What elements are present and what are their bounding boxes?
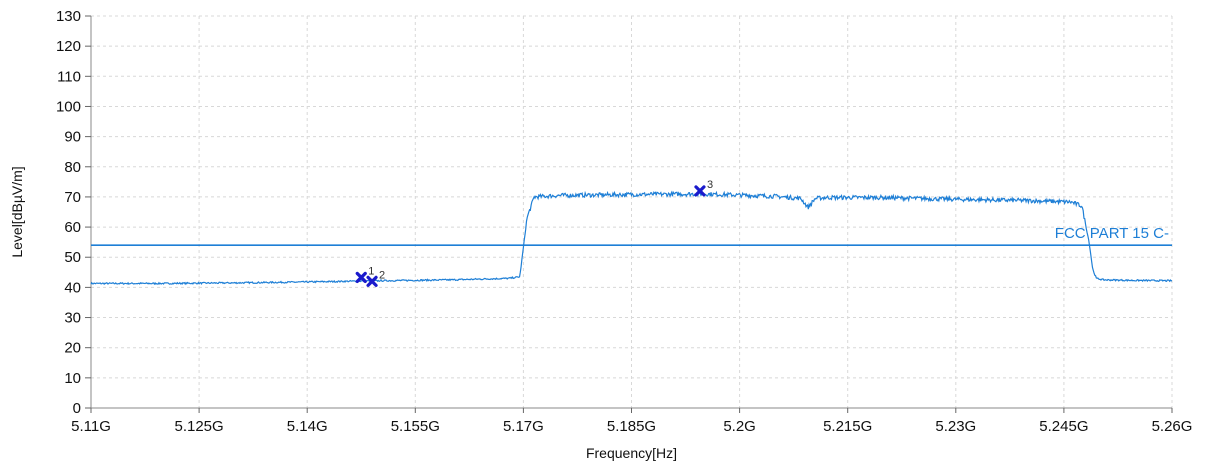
y-tick-label: 20 bbox=[64, 340, 81, 357]
limit-line-label: FCC PART 15 C- bbox=[1055, 225, 1169, 242]
y-tick-label: 70 bbox=[64, 189, 81, 206]
ticks: 5.11G 5.125G 5.14G 5.155G 5.17G 5.185G 5.2G 5.2… bbox=[56, 8, 1192, 435]
series bbox=[90, 190, 1173, 286]
x-tick-label: 5.2G bbox=[723, 418, 756, 435]
y-tick-label: 100 bbox=[56, 98, 81, 115]
y-tick-label: 90 bbox=[64, 129, 81, 146]
x-tick-label: 5.23G bbox=[935, 418, 976, 435]
limit-lines: FCC PART 15 C- bbox=[91, 225, 1172, 246]
marker-x-stroke bbox=[366, 275, 378, 287]
x-tick-label: 5.14G bbox=[287, 418, 328, 435]
y-tick-label: 130 bbox=[56, 8, 81, 25]
y-tick-label: 120 bbox=[56, 38, 81, 55]
y-tick-label: 60 bbox=[64, 219, 81, 236]
x-tick-label: 5.125G bbox=[174, 418, 223, 435]
marker-label: 2 bbox=[379, 269, 385, 281]
marker-x-stroke bbox=[355, 271, 367, 284]
y-tick-label: 110 bbox=[57, 68, 81, 85]
x-axis-title: Frequency[Hz] bbox=[586, 445, 677, 461]
y-tick-label: 30 bbox=[64, 310, 81, 327]
x-tick-label: 5.245G bbox=[1039, 418, 1088, 435]
x-tick-label: 5.17G bbox=[503, 418, 544, 435]
series-trace bbox=[90, 190, 1173, 286]
y-tick-label: 40 bbox=[64, 279, 81, 296]
y-tick-label: 80 bbox=[64, 159, 81, 176]
y-tick-label: 10 bbox=[64, 370, 81, 387]
marker-point bbox=[694, 185, 706, 197]
x-tick-label: 5.26G bbox=[1152, 418, 1193, 435]
x-tick-label: 5.185G bbox=[607, 418, 656, 435]
x-tick-label: 5.155G bbox=[391, 418, 440, 435]
grid bbox=[90, 15, 1173, 409]
marker-x-stroke bbox=[694, 185, 706, 197]
markers: 1 2 3 bbox=[355, 179, 713, 287]
y-tick-label: 0 bbox=[73, 400, 81, 417]
y-axis-title: Level[dBµV/m] bbox=[9, 166, 25, 257]
marker-label: 1 bbox=[368, 265, 374, 277]
x-tick-label: 5.11G bbox=[71, 418, 111, 435]
marker-point bbox=[366, 275, 378, 287]
marker-point bbox=[355, 271, 367, 284]
y-tick-label: 50 bbox=[64, 249, 81, 266]
axes bbox=[90, 16, 1172, 409]
marker-label: 3 bbox=[707, 179, 713, 191]
x-tick-label: 5.215G bbox=[823, 418, 872, 435]
